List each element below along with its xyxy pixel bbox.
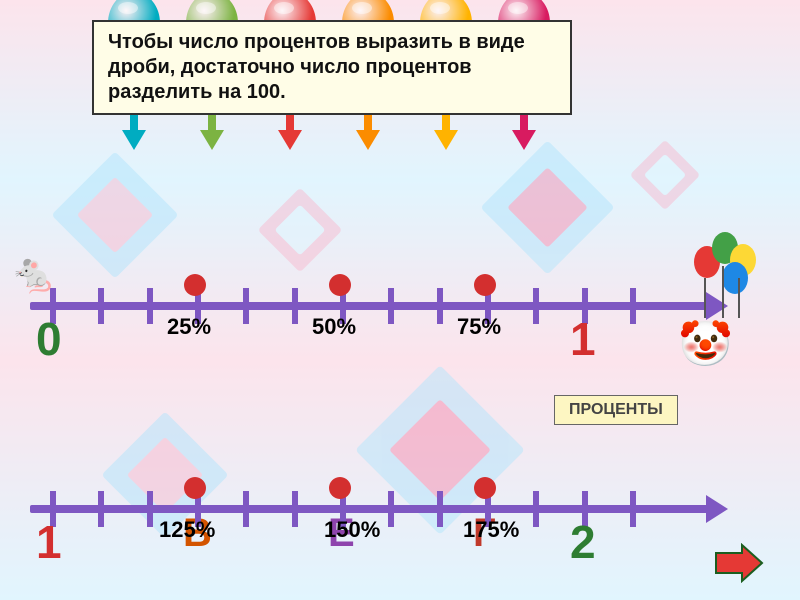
percent-label: 25%	[167, 314, 211, 340]
tick	[533, 491, 539, 527]
bg-diamond	[480, 140, 614, 274]
bg-diamond	[51, 151, 178, 278]
rule-text: Чтобы число процентов выразить в виде др…	[108, 31, 525, 103]
percent-label: 150%	[324, 517, 380, 543]
arrow-down-icon	[200, 130, 224, 150]
arrow-down-icon	[278, 130, 302, 150]
point-dot	[184, 477, 206, 499]
point-dot	[474, 477, 496, 499]
arrow-down-icon	[122, 130, 146, 150]
tick	[630, 288, 636, 324]
percent-button-label: ПРОЦЕНТЫ	[569, 401, 663, 418]
bg-diamond	[258, 188, 343, 273]
tick	[292, 491, 298, 527]
arrow-down-icon	[512, 130, 536, 150]
arrow-down-icon	[356, 130, 380, 150]
percent-label: 125%	[159, 517, 215, 543]
tick	[388, 491, 394, 527]
percent-button[interactable]: ПРОЦЕНТЫ	[554, 395, 678, 425]
mouse-icon: 🐁	[10, 252, 57, 296]
rule-textbox: Чтобы число процентов выразить в виде др…	[92, 20, 572, 115]
numberline-end-label: 2	[570, 515, 596, 569]
percent-label: 50%	[312, 314, 356, 340]
tick	[98, 491, 104, 527]
number-line	[30, 505, 710, 513]
numberline-start-label: 0	[36, 312, 62, 366]
tick	[437, 288, 443, 324]
tick	[437, 491, 443, 527]
tick	[147, 491, 153, 527]
bg-diamond	[630, 140, 701, 211]
point-dot	[329, 477, 351, 499]
point-dot	[474, 274, 496, 296]
next-arrow-button[interactable]	[714, 543, 764, 588]
tick	[292, 288, 298, 324]
point-dot	[329, 274, 351, 296]
point-dot	[184, 274, 206, 296]
tick	[243, 288, 249, 324]
arrow-right-icon	[714, 543, 764, 583]
numberline-end-label: 1	[570, 312, 596, 366]
percent-label: 175%	[463, 517, 519, 543]
tick	[630, 491, 636, 527]
arrow-down-icon	[434, 130, 458, 150]
tick	[388, 288, 394, 324]
tick	[147, 288, 153, 324]
tick	[98, 288, 104, 324]
tick	[533, 288, 539, 324]
numberline-start-label: 1	[36, 515, 62, 569]
percent-label: 75%	[457, 314, 501, 340]
tick	[243, 491, 249, 527]
number-line	[30, 302, 710, 310]
